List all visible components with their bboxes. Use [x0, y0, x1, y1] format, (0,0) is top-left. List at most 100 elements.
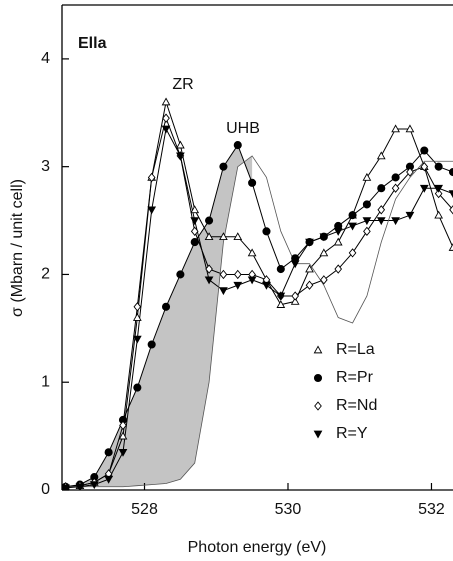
marker [305, 238, 314, 247]
marker [434, 162, 443, 171]
marker [133, 383, 142, 392]
x-axis-label: Photon energy (eV) [188, 539, 327, 556]
marker [334, 264, 343, 274]
marker [147, 340, 156, 349]
marker [448, 168, 453, 177]
marker [233, 141, 242, 150]
marker [348, 222, 357, 231]
marker [132, 313, 142, 321]
marker [362, 172, 372, 181]
marker [62, 484, 70, 490]
marker [377, 205, 386, 215]
marker [348, 248, 357, 258]
marker [434, 188, 443, 199]
marker [204, 232, 214, 241]
marker [434, 210, 444, 219]
marker [233, 269, 242, 280]
marker [333, 237, 343, 246]
shaded-region [79, 145, 253, 487]
marker [176, 140, 185, 149]
marker [190, 226, 199, 237]
marker [363, 226, 371, 237]
series-line [65, 100, 453, 488]
marker [119, 420, 127, 431]
marker [204, 276, 214, 285]
marker [376, 217, 386, 226]
marker [248, 178, 257, 187]
marker [219, 162, 228, 171]
marker [420, 161, 429, 172]
marker [205, 264, 213, 274]
legend-marker [313, 345, 323, 354]
y-tick-label: 0 [41, 481, 50, 498]
marker [362, 200, 371, 209]
marker [75, 483, 85, 490]
marker [348, 211, 357, 220]
marker [219, 287, 228, 296]
marker [290, 296, 300, 305]
marker [305, 280, 314, 290]
marker [391, 173, 400, 182]
marker [290, 260, 300, 269]
marker [104, 475, 113, 484]
annotation: UHB [226, 120, 260, 137]
marker [161, 302, 171, 311]
y-tick-label: 3 [41, 158, 50, 175]
marker [190, 217, 200, 226]
marker [276, 265, 285, 274]
series-line [65, 116, 453, 488]
marker [161, 97, 171, 106]
marker [190, 238, 199, 247]
marker [319, 233, 329, 242]
marker [448, 190, 453, 199]
marker [205, 216, 214, 225]
marker [391, 124, 400, 133]
series-line [65, 155, 453, 488]
marker [376, 151, 386, 160]
legend-marker [314, 401, 322, 411]
marker [147, 172, 156, 183]
marker [319, 248, 329, 257]
marker [333, 228, 343, 236]
marker [262, 281, 271, 290]
marker [233, 281, 243, 290]
marker [118, 431, 128, 440]
annotation: ZR [172, 76, 193, 93]
marker [89, 481, 99, 490]
y-tick-label: 2 [41, 266, 50, 283]
marker [219, 269, 228, 280]
legend-label: R=Nd [336, 397, 377, 414]
marker [448, 242, 453, 251]
marker [405, 124, 415, 133]
legend-label: R=Pr [336, 369, 374, 386]
marker [419, 184, 429, 193]
marker [362, 217, 372, 226]
marker [176, 270, 185, 279]
marker [176, 152, 185, 161]
marker [434, 184, 444, 193]
x-tick-label: 530 [275, 501, 302, 518]
marker [291, 291, 299, 301]
marker [391, 217, 400, 226]
legend-label: R=Y [336, 425, 368, 442]
marker [305, 264, 314, 273]
marker [132, 335, 142, 344]
marker [219, 232, 228, 241]
marker [133, 302, 142, 312]
x-tick-label: 532 [418, 501, 445, 518]
marker [377, 184, 386, 193]
marker [405, 211, 415, 220]
marker [420, 146, 429, 155]
marker [262, 227, 271, 236]
marker [320, 275, 328, 285]
plot-area [62, 97, 453, 490]
marker [406, 167, 414, 177]
marker [162, 113, 170, 123]
marker [147, 206, 157, 215]
marker [391, 183, 400, 193]
legend-marker [313, 430, 323, 439]
marker [118, 448, 128, 457]
marker [233, 232, 243, 241]
series-line [65, 144, 453, 488]
